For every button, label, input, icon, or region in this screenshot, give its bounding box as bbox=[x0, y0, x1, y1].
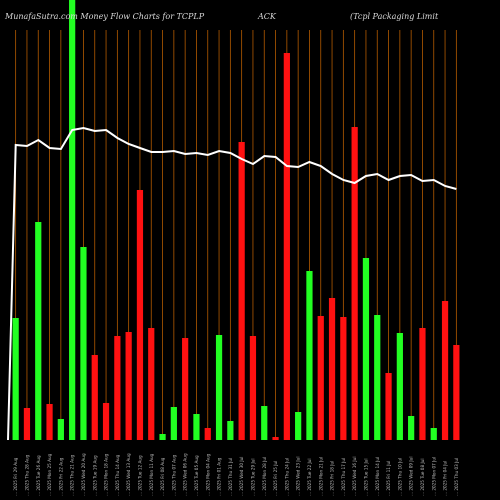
x-tick-label: ... 2025 Tue 26 Aug bbox=[36, 455, 41, 496]
x-tick-label: ... 2025 Tue 08 Jul bbox=[420, 458, 425, 496]
money-flow-bars bbox=[12, 0, 460, 440]
money-flow-bar bbox=[396, 333, 403, 440]
money-flow-bar bbox=[441, 301, 449, 440]
money-flow-bar bbox=[125, 332, 132, 440]
x-tick-label: ... 2025 Thu 17 Jul bbox=[341, 458, 346, 496]
x-tick-label: ... 2025 Fri 04 Jul bbox=[443, 461, 448, 496]
money-flow-bar bbox=[170, 407, 177, 440]
x-tick-label: ... 2025 Fri 11 Jul bbox=[386, 461, 391, 496]
x-tick-label: ... 2025 Thu 24 Jul bbox=[284, 458, 289, 496]
x-tick-label: ... 2025 Fri 22 Aug bbox=[58, 457, 63, 496]
x-tick-label: ... 2025 Fri 25 Jul bbox=[273, 461, 278, 496]
money-flow-bar bbox=[12, 318, 19, 440]
money-flow-bar bbox=[272, 437, 279, 440]
x-tick-label: ... 2025 Thu 03 Jul bbox=[454, 458, 459, 496]
money-flow-bar bbox=[46, 404, 53, 440]
money-flow-bar bbox=[374, 315, 381, 440]
x-tick-label: ... 2025 Thu 28 Aug bbox=[25, 454, 30, 496]
money-flow-bar bbox=[182, 338, 189, 440]
x-tick-label: ... 2025 Fri 01 Aug bbox=[217, 457, 222, 496]
money-flow-bar bbox=[148, 328, 155, 440]
x-tick-label: ... 2025 Mon 11 Aug bbox=[149, 453, 154, 496]
money-flow-bar bbox=[453, 345, 460, 440]
x-axis-tick-labels: ... 2025 Fri 29 Aug ... 2025 Thu 28 Aug..… bbox=[13, 453, 459, 496]
money-flow-bar bbox=[340, 317, 347, 440]
money-flow-bar bbox=[114, 336, 121, 440]
x-tick-label: ... 2025 Wed 20 Aug bbox=[81, 453, 86, 496]
money-flow-bar bbox=[80, 247, 87, 440]
money-flow-bar bbox=[408, 416, 415, 440]
money-flow-bar bbox=[204, 428, 211, 440]
money-flow-bar bbox=[227, 421, 234, 440]
price-line bbox=[7, 126, 457, 441]
money-flow-bar bbox=[159, 434, 166, 440]
money-flow-bar bbox=[193, 414, 200, 440]
money-flow-bar bbox=[69, 0, 76, 440]
x-tick-label: ... 2025 Mon 04 Aug bbox=[205, 453, 210, 496]
x-tick-label: ... 2025 Wed 06 Aug bbox=[183, 453, 188, 496]
header-right-title: (Tcpl Packaging Limit bbox=[350, 12, 439, 21]
money-flow-bar bbox=[283, 53, 290, 440]
x-tick-label: ... 2025 Thu 14 Aug bbox=[115, 454, 120, 496]
x-tick-label: ... 2025 Mon 14 Jul bbox=[375, 457, 380, 496]
x-tick-label: ... 2025 Wed 09 Jul bbox=[409, 457, 414, 497]
x-tick-label: ... 2025 Wed 30 Jul bbox=[239, 457, 244, 497]
x-tick-label: ... 2025 Tue 12 Aug bbox=[138, 455, 143, 496]
header-middle-title: ACK bbox=[257, 12, 277, 21]
money-flow-bar bbox=[295, 412, 302, 440]
x-tick-label: ... 2025 Thu 21 Aug bbox=[70, 454, 75, 496]
money-flow-bar bbox=[362, 258, 370, 440]
x-tick-label: ... 2025 Wed 13 Aug bbox=[126, 453, 131, 496]
x-tick-label: ... 2025 Fri 29 Aug bbox=[13, 457, 18, 496]
x-tick-label: ... 2025 Fri 18 Jul bbox=[330, 461, 335, 496]
money-flow-bar bbox=[351, 127, 358, 440]
x-tick-label: ... 2025 Mon 07 Jul bbox=[431, 457, 436, 496]
x-tick-label: ... 2025 Tue 15 Jul bbox=[363, 458, 368, 496]
money-flow-bar bbox=[91, 355, 98, 440]
x-tick-label: ... 2025 Tue 29 Jul bbox=[251, 458, 256, 496]
x-tick-label: ... 2025 Thu 10 Jul bbox=[397, 458, 402, 496]
money-flow-bar bbox=[261, 406, 268, 440]
money-flow-bar bbox=[306, 271, 313, 440]
x-tick-label: ... 2025 Mon 18 Aug bbox=[104, 453, 109, 496]
money-flow-bar bbox=[23, 408, 31, 440]
x-tick-label: ... 2025 Fri 08 Aug bbox=[160, 457, 165, 496]
money-flow-bar bbox=[238, 142, 245, 440]
money-flow-bar bbox=[430, 428, 437, 440]
money-flow-bar bbox=[215, 335, 223, 440]
x-tick-label: ... 2025 Thu 07 Aug bbox=[171, 454, 176, 496]
x-tick-label: ... 2025 Mon 25 Aug bbox=[47, 453, 52, 496]
x-tick-label: ... 2025 Tue 05 Aug bbox=[194, 455, 199, 496]
x-tick-label: ... 2025 Tue 19 Aug bbox=[92, 455, 97, 496]
money-flow-bar bbox=[385, 373, 392, 440]
money-flow-bar bbox=[419, 328, 426, 440]
money-flow-bar bbox=[249, 336, 257, 440]
header-left-title: MunafaSutra.com Money Flow Charts for TC… bbox=[4, 12, 205, 21]
x-tick-label: ... 2025 Wed 23 Jul bbox=[296, 457, 301, 497]
money-flow-bar bbox=[328, 298, 336, 440]
x-tick-label: ... 2025 Mon 28 Jul bbox=[262, 457, 267, 496]
x-tick-label: ... 2025 Mon 21 Jul bbox=[318, 457, 323, 496]
x-tick-label: ... 2025 Wed 16 Jul bbox=[352, 457, 357, 497]
x-tick-label: ... 2025 Tue 22 Jul bbox=[307, 458, 312, 496]
money-flow-bar bbox=[317, 316, 324, 440]
money-flow-bar bbox=[136, 190, 144, 440]
x-tick-label: ... 2025 Thu 31 Jul bbox=[228, 458, 233, 496]
money-flow-bar bbox=[57, 419, 64, 440]
money-flow-bar bbox=[35, 222, 42, 440]
money-flow-bar bbox=[102, 403, 110, 440]
chart-header: MunafaSutra.com Money Flow Charts for TC… bbox=[4, 12, 439, 21]
